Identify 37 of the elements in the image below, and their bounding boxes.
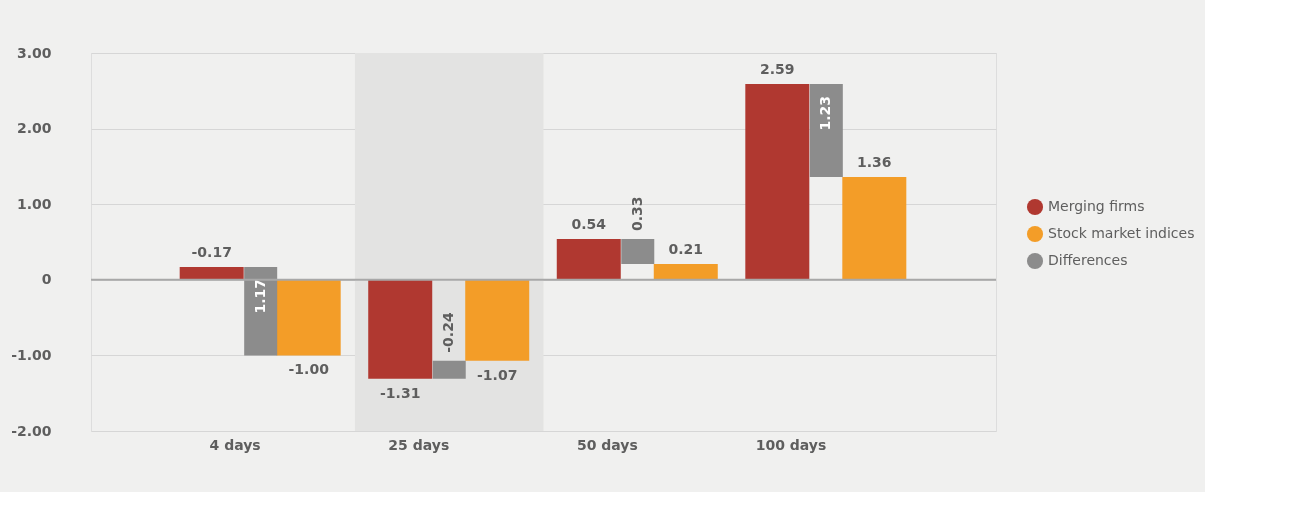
bar [276,279,341,356]
x-tick-label: 25 days [388,436,450,453]
annotation: -0.17 [191,243,232,260]
bar [432,360,466,379]
data-label: 0.33 [628,196,645,231]
bar [244,266,278,356]
y-tick-label: 2.00 [16,120,52,137]
data-label: 0.54 [571,215,607,232]
bar [621,238,655,264]
y-tick-label: 1.00 [16,195,52,212]
data-label: -0.24 [440,312,457,353]
data-label: 1.23 [817,96,834,131]
data-label: 1.36 [857,153,892,170]
bar [842,176,907,280]
data-label: 1.17 [251,278,268,314]
data-label: -1.00 [288,361,330,378]
x-tick-label: 50 days [576,436,638,453]
y-tick-label: 3.00 [16,44,52,61]
data-label: 2.59 [760,61,795,77]
x-tick-label: 4 days [209,436,261,453]
legend-label: Stock market indices [1048,225,1195,241]
x-tick-label: 100 days [755,436,827,453]
bar [653,263,718,280]
bar [556,238,621,280]
bar [368,279,433,379]
legend-label: Merging firms [1048,198,1145,214]
bar [745,84,810,280]
y-tick-label: 0 [41,271,52,288]
y-tick-label: -2.00 [11,422,52,439]
bar [809,84,843,177]
bar [465,279,530,361]
legend-label: Differences [1048,252,1128,268]
data-label: 0.21 [668,240,704,257]
data-label: -1.31 [380,384,421,401]
bar [179,266,244,280]
data-label: -1.07 [477,366,518,383]
y-tick-label: -1.00 [11,346,52,363]
